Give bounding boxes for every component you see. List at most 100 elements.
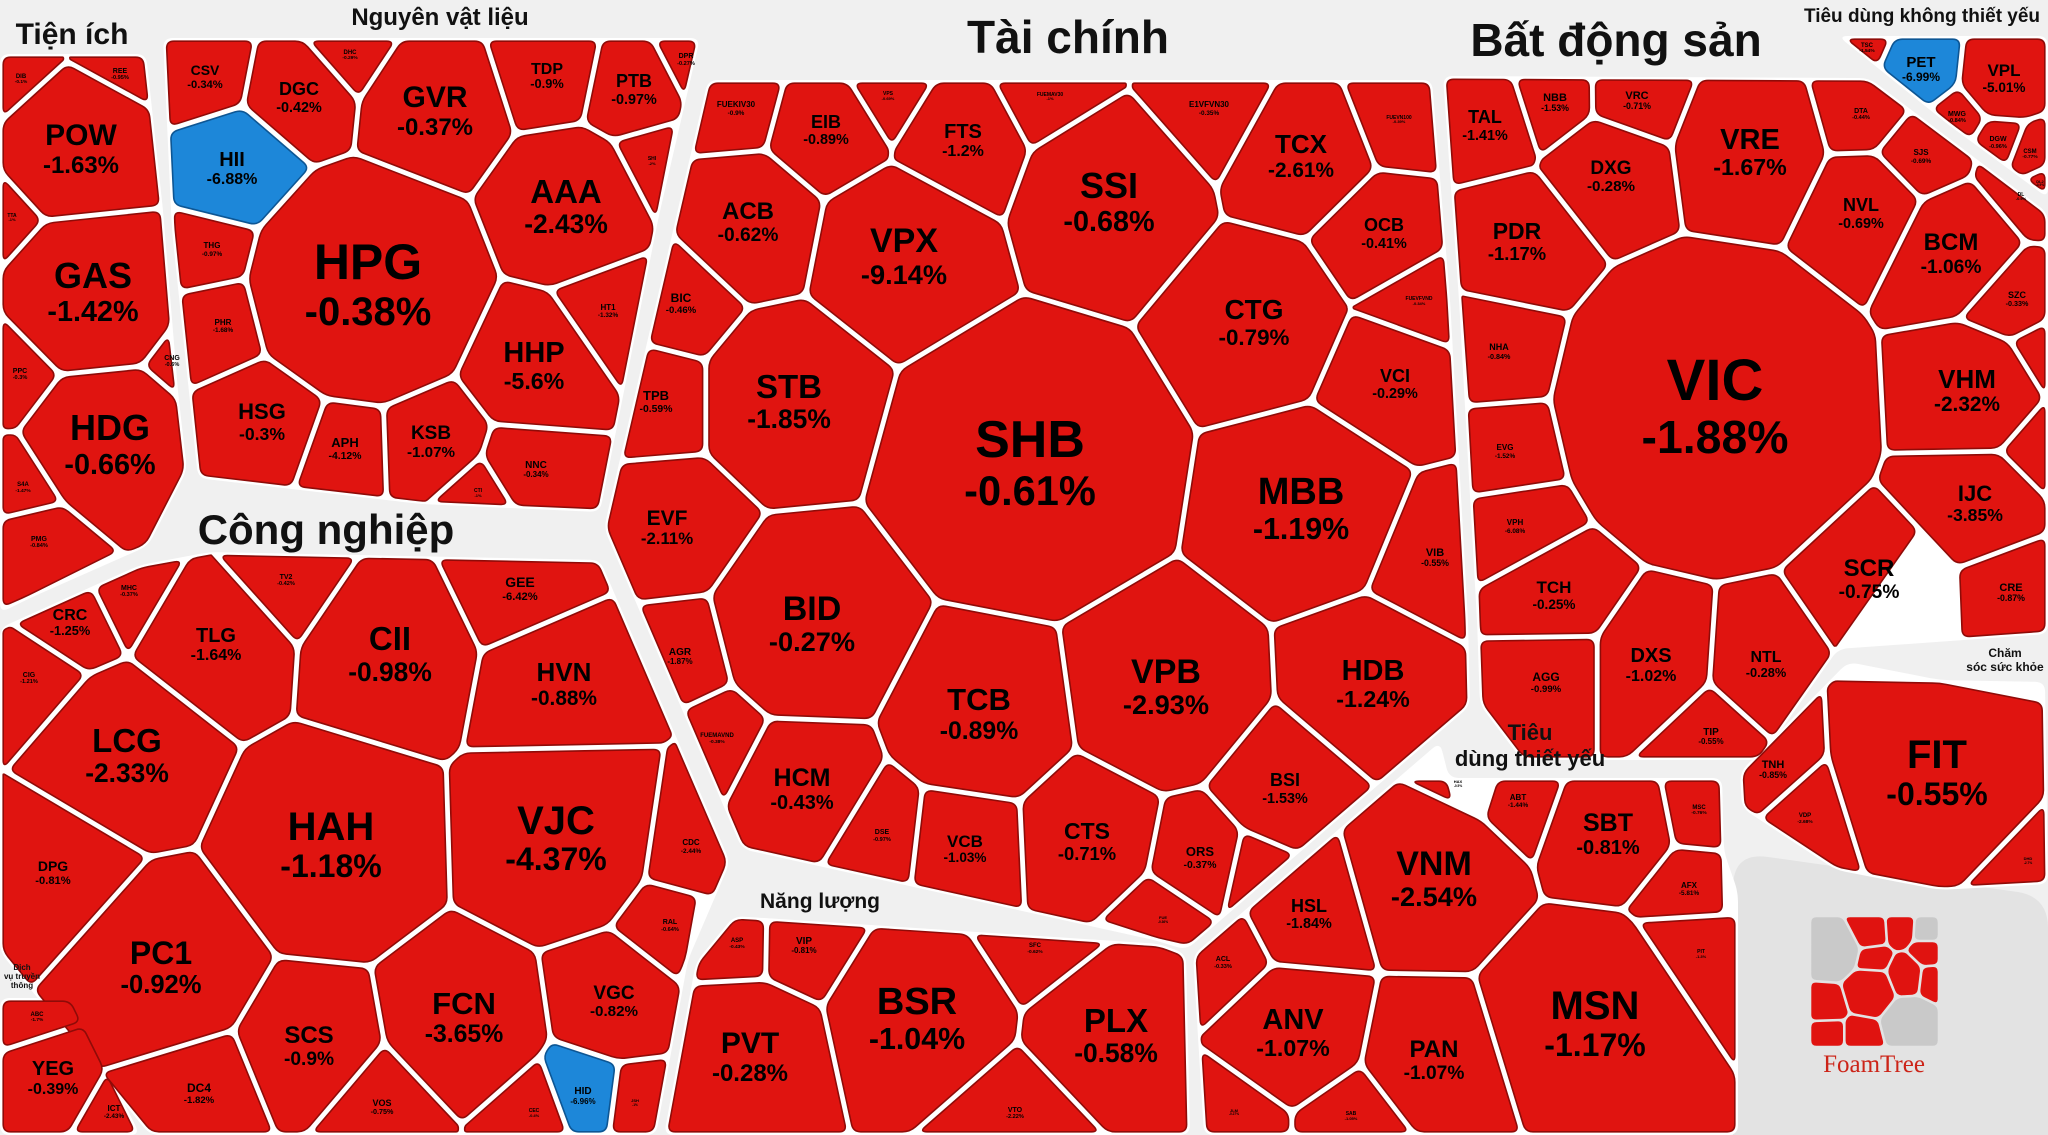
svg-text:FCN: FCN bbox=[432, 986, 496, 1021]
svg-text:-1.87%: -1.87% bbox=[667, 657, 692, 666]
svg-text:-1.24%: -1.24% bbox=[1336, 686, 1409, 712]
svg-text:-0.39%: -0.39% bbox=[28, 1081, 79, 1098]
svg-text:-1.19%: -1.19% bbox=[1253, 512, 1349, 546]
svg-text:thông: thông bbox=[11, 981, 33, 990]
svg-text:HAX: HAX bbox=[1454, 779, 1463, 784]
svg-text:-0.88%: -0.88% bbox=[531, 687, 597, 710]
svg-text:-0.38%: -0.38% bbox=[305, 290, 432, 334]
svg-text:-1%: -1% bbox=[8, 217, 16, 222]
svg-text:-0.66%: -0.66% bbox=[64, 449, 155, 481]
svg-text:DXG: DXG bbox=[1590, 158, 1631, 179]
svg-text:-0.39%: -0.39% bbox=[1393, 119, 1406, 124]
svg-text:Tài chính: Tài chính bbox=[967, 11, 1169, 63]
svg-text:CDC: CDC bbox=[682, 838, 700, 847]
svg-text:-1.41%: -1.41% bbox=[1462, 128, 1508, 144]
svg-text:TIP: TIP bbox=[1703, 727, 1719, 738]
svg-text:REE: REE bbox=[113, 68, 128, 75]
svg-text:CRE: CRE bbox=[1999, 582, 2022, 594]
svg-text:-1.03%: -1.03% bbox=[943, 850, 986, 865]
svg-text:-0.69%: -0.69% bbox=[882, 96, 895, 101]
svg-text:MHC: MHC bbox=[121, 585, 137, 592]
svg-text:TPB: TPB bbox=[643, 388, 669, 403]
svg-text:SHB: SHB bbox=[975, 411, 1085, 469]
svg-text:TAL: TAL bbox=[1468, 107, 1502, 127]
svg-text:GVR: GVR bbox=[402, 81, 467, 114]
svg-text:-0.69%: -0.69% bbox=[1911, 158, 1932, 165]
svg-text:Dịch: Dịch bbox=[13, 963, 30, 972]
svg-text:E1VFVN30: E1VFVN30 bbox=[1189, 100, 1230, 109]
svg-text:-0.27%: -0.27% bbox=[1229, 1112, 1239, 1116]
svg-text:-0.33%: -0.33% bbox=[2006, 299, 2029, 308]
svg-text:HAH: HAH bbox=[288, 805, 375, 849]
svg-text:-1.42%: -1.42% bbox=[47, 296, 138, 328]
svg-text:FUEKIV30: FUEKIV30 bbox=[717, 100, 756, 109]
svg-text:EIB: EIB bbox=[811, 112, 841, 132]
svg-text:VOS: VOS bbox=[372, 1098, 391, 1108]
svg-text:-0.29%: -0.29% bbox=[342, 55, 358, 61]
svg-text:-0.42%: -0.42% bbox=[277, 581, 295, 587]
svg-text:DL: DL bbox=[2018, 192, 2025, 198]
svg-text:-2.22%: -2.22% bbox=[1006, 1114, 1024, 1120]
svg-text:GAS: GAS bbox=[54, 255, 132, 296]
svg-text:TCX: TCX bbox=[1275, 129, 1328, 159]
svg-text:-0.9%: -0.9% bbox=[2016, 196, 2027, 201]
svg-text:-0.44%: -0.44% bbox=[1852, 115, 1870, 121]
svg-text:VIP: VIP bbox=[796, 936, 812, 947]
svg-text:HDB: HDB bbox=[1342, 655, 1405, 687]
svg-text:DIB: DIB bbox=[16, 74, 27, 80]
svg-text:NVL: NVL bbox=[1843, 195, 1879, 215]
svg-text:SHI: SHI bbox=[648, 156, 657, 162]
svg-text:ASP: ASP bbox=[731, 938, 743, 944]
svg-text:-0.75%: -0.75% bbox=[371, 1107, 394, 1116]
svg-text:SCS: SCS bbox=[284, 1022, 333, 1049]
svg-text:DC4: DC4 bbox=[187, 1081, 211, 1095]
svg-text:OCB: OCB bbox=[1364, 215, 1404, 235]
svg-text:JSH: JSH bbox=[631, 1098, 639, 1103]
svg-text:Chăm: Chăm bbox=[1988, 646, 2021, 660]
svg-text:VIB: VIB bbox=[1426, 547, 1444, 559]
svg-text:DHC: DHC bbox=[344, 50, 358, 56]
svg-text:-1.85%: -1.85% bbox=[747, 404, 831, 434]
svg-text:-6.42%: -6.42% bbox=[502, 591, 537, 603]
svg-text:PLX: PLX bbox=[1084, 1002, 1148, 1039]
svg-text:VIC: VIC bbox=[1667, 348, 1764, 413]
svg-text:-4.12%: -4.12% bbox=[329, 451, 362, 462]
svg-text:-0.37%: -0.37% bbox=[120, 592, 138, 598]
svg-text:-1.7%: -1.7% bbox=[31, 1017, 44, 1023]
svg-text:FoamTree: FoamTree bbox=[1823, 1051, 1925, 1078]
svg-text:Công nghiệp: Công nghiệp bbox=[198, 506, 455, 553]
svg-text:PHR: PHR bbox=[215, 318, 232, 327]
svg-text:VCI: VCI bbox=[1380, 366, 1410, 386]
svg-text:-0.9%: -0.9% bbox=[284, 1049, 334, 1070]
svg-text:AFX: AFX bbox=[1681, 881, 1698, 890]
svg-text:-1.44%: -1.44% bbox=[1508, 802, 1529, 809]
svg-text:FUEVFVND: FUEVFVND bbox=[1406, 296, 1433, 302]
svg-text:DPR: DPR bbox=[679, 53, 694, 60]
svg-text:-0.43%: -0.43% bbox=[770, 792, 834, 814]
svg-text:SFC: SFC bbox=[1029, 943, 1042, 949]
svg-text:-0.34%: -0.34% bbox=[187, 79, 222, 91]
svg-text:-1.07%: -1.07% bbox=[407, 444, 456, 461]
svg-text:-0.35%: -0.35% bbox=[1199, 110, 1220, 117]
svg-text:-3.85%: -3.85% bbox=[1947, 505, 2003, 525]
svg-text:VPS: VPS bbox=[883, 91, 894, 97]
svg-text:DSE: DSE bbox=[875, 829, 890, 836]
svg-text:VTO: VTO bbox=[1008, 1107, 1023, 1114]
svg-text:-0.71%: -0.71% bbox=[1623, 101, 1651, 111]
svg-text:CEC: CEC bbox=[529, 1108, 540, 1114]
svg-text:-0.29%: -0.29% bbox=[1372, 386, 1418, 402]
svg-text:-0.71%: -0.71% bbox=[1058, 843, 1116, 864]
svg-text:HT1: HT1 bbox=[600, 303, 616, 312]
svg-text:DGC: DGC bbox=[279, 79, 319, 99]
svg-text:-1.2%: -1.2% bbox=[942, 143, 984, 160]
svg-text:TV2: TV2 bbox=[280, 574, 293, 581]
svg-text:HID: HID bbox=[574, 1086, 591, 1097]
svg-text:-0.3%: -0.3% bbox=[239, 424, 285, 444]
svg-text:LCG: LCG bbox=[92, 722, 162, 759]
svg-text:-0.43%: -0.43% bbox=[729, 944, 745, 950]
svg-text:Tiêu dùng không thiết yếu: Tiêu dùng không thiết yếu bbox=[1804, 6, 2040, 27]
svg-text:-1.05%: -1.05% bbox=[1345, 1116, 1358, 1121]
svg-text:PC1: PC1 bbox=[130, 935, 192, 971]
svg-text:ABT: ABT bbox=[1510, 793, 1527, 802]
svg-text:-1.67%: -1.67% bbox=[1713, 154, 1786, 180]
